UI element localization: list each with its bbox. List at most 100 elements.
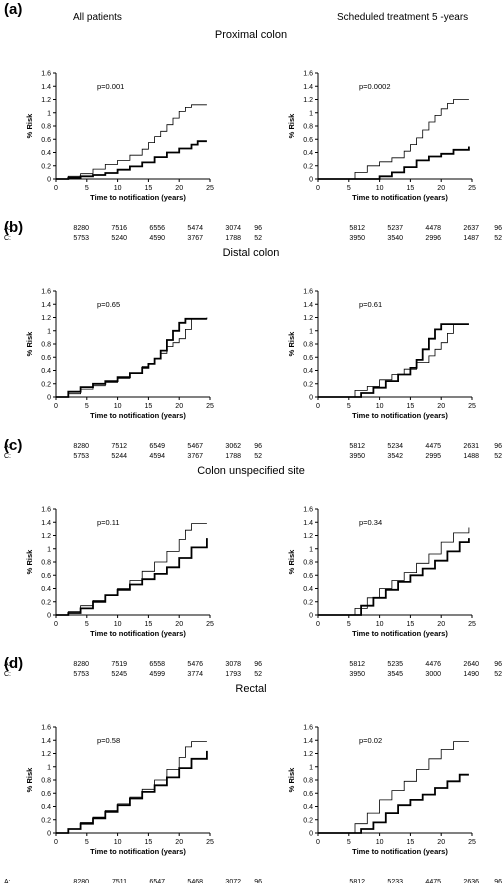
p-value-annotation: p=0.58 [97,736,120,745]
x-tick-label: 0 [316,185,320,192]
at-risk-cell: 6556 [149,225,165,232]
at-risk-cell: 5476 [187,661,203,668]
series-line-thick [318,773,469,834]
y-tick-label: 1.6 [303,71,313,78]
at-risk-cell: 6558 [149,661,165,668]
at-risk-cell: 52 [494,453,502,460]
y-tick-label: 1 [309,546,313,553]
at-risk-cell: 1793 [225,671,241,678]
at-risk-cell: 3540 [387,235,403,242]
at-risk-cell: 7511 [112,879,127,883]
panel-site-title: Rectal [235,683,266,695]
series-line-thick [318,538,470,616]
at-risk-cell: 5467 [187,443,203,450]
at-risk-cell: 96 [494,879,502,883]
series-line-thin [318,99,469,180]
y-tick-label: 0.4 [41,586,51,593]
at-risk-cell: 8280 [73,443,89,450]
y-tick-label: 0 [47,177,51,184]
at-risk-cell: 8280 [73,661,89,668]
p-value-annotation: p=0.65 [97,300,120,309]
y-axis-label: % Risk [287,767,296,792]
y-tick-label: 1.6 [41,507,51,514]
at-risk-cell: 6549 [149,443,165,450]
at-risk-cell: 3542 [387,453,403,460]
series-line-thick [56,317,207,398]
y-tick-label: 1.6 [41,289,51,296]
x-tick-label: 0 [316,403,320,410]
at-risk-cell: 96 [494,661,502,668]
at-risk-cell: 3767 [187,235,203,242]
at-risk-cell: 96 [254,225,262,232]
at-risk-cell: 5812 [349,225,365,232]
panel-site-title: Colon unspecified site [197,465,305,477]
y-tick-label: 1.2 [41,97,51,104]
y-tick-label: 0.4 [41,368,51,375]
x-tick-label: 25 [468,839,476,846]
y-tick-label: 0.2 [303,163,313,170]
chart-a-all: 0 0.2 0.4 0.6 0.8 1 1.2 1.4 1.6 0 5 10 15 20 25 Time to… [4,71,262,243]
y-axis-label: % Risk [287,331,296,356]
p-value-annotation: p=0.11 [97,518,120,527]
series-line-thick [318,146,470,180]
panel-site-title: Distal colon [223,247,280,259]
y-tick-label: 0 [47,395,51,402]
at-risk-cell: 7516 [111,225,127,232]
p-value-annotation: p=0.34 [359,518,382,527]
y-tick-label: 1 [47,546,51,553]
panel-letter: (b) [4,219,23,236]
y-tick-label: 1.4 [41,84,51,91]
x-tick-label: 10 [376,621,384,628]
panel-letter: (c) [4,437,22,454]
y-axis-label: % Risk [25,331,34,356]
row-label-a: A: [4,661,11,668]
panel-letter: (d) [4,655,23,672]
series-line-thin [56,523,207,616]
at-risk-cell: 2637 [463,225,479,232]
at-risk-cell: 5244 [111,453,127,460]
chart-d-all: 0 0.2 0.4 0.6 0.8 1 1.2 1.4 1.6 0 5 10 15 20 25 Time to… [4,725,262,883]
at-risk-cell: 96 [494,225,502,232]
x-tick-label: 5 [347,185,351,192]
x-tick-label: 20 [175,621,183,628]
panel-site-title: Proximal colon [215,29,287,41]
at-risk-cell: 4476 [425,661,441,668]
y-tick-label: 0.6 [41,791,51,798]
y-tick-label: 1 [309,328,313,335]
x-tick-label: 25 [206,403,214,410]
at-risk-cell: 3062 [225,443,241,450]
y-axis-label: % Risk [287,113,296,138]
y-tick-label: 1.2 [41,533,51,540]
x-axis-label: Time to notification (years) [352,629,448,638]
at-risk-cell: 5474 [187,225,203,232]
y-tick-label: 1.4 [41,738,51,745]
x-tick-label: 20 [175,839,183,846]
y-tick-label: 0.2 [41,817,51,824]
y-tick-label: 0.6 [303,355,313,362]
p-value-annotation: p=0.0002 [359,82,391,91]
at-risk-cell: 96 [494,443,502,450]
at-risk-cell: 2995 [425,453,441,460]
y-tick-label: 0.2 [41,381,51,388]
y-tick-label: 0.6 [41,137,51,144]
at-risk-cell: 4478 [425,225,441,232]
row-label-c: C: [4,671,11,678]
x-tick-label: 0 [316,621,320,628]
y-tick-label: 0.4 [303,368,313,375]
x-tick-label: 0 [316,839,320,846]
y-tick-label: 0.6 [41,355,51,362]
x-axis-label: Time to notification (years) [90,847,186,856]
x-tick-label: 0 [54,839,58,846]
at-risk-cell: 3000 [425,671,441,678]
at-risk-cell: 96 [254,443,262,450]
header-scheduled-treatment: Scheduled treatment 5 -years [337,12,468,23]
series-line-thin [56,741,207,834]
y-tick-label: 1 [47,110,51,117]
x-tick-label: 5 [85,185,89,192]
at-risk-cell: 4475 [425,879,441,883]
y-tick-label: 0.6 [303,573,313,580]
at-risk-cell: 96 [254,661,262,668]
x-tick-label: 20 [175,403,183,410]
x-tick-label: 5 [347,621,351,628]
at-risk-cell: 3078 [225,661,241,668]
